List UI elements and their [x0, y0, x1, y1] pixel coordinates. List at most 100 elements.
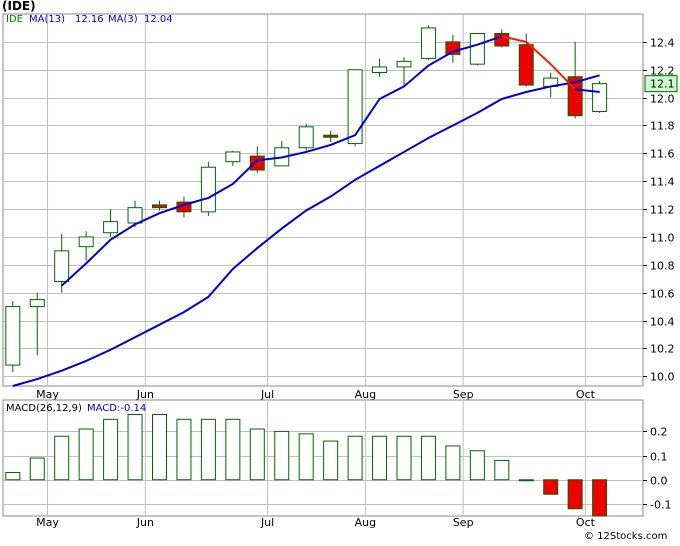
candle-body	[518, 44, 534, 86]
macd-bar	[103, 418, 119, 481]
macd-bar	[54, 435, 70, 481]
candle-body	[54, 250, 70, 283]
price-tick-label: 12.2	[650, 65, 675, 78]
price-candle	[103, 209, 119, 237]
candle-body	[372, 66, 388, 74]
price-candle	[127, 200, 143, 228]
price-candle	[152, 200, 167, 211]
price-tick-label: 11.6	[650, 148, 675, 161]
legend-symbol: IDE	[6, 14, 23, 25]
current-price-label: 12.1	[650, 78, 675, 91]
month-label: Sep	[453, 388, 474, 401]
price-candle	[29, 292, 45, 356]
macd-month-label: Oct	[576, 516, 596, 529]
macd-bar	[543, 479, 559, 495]
price-tick-label: 11.4	[650, 176, 675, 189]
month-label: Aug	[355, 388, 376, 401]
month-label: Oct	[576, 388, 596, 401]
macd-bar	[347, 435, 363, 481]
price-tick-label: 10.2	[650, 343, 675, 356]
macd-month-label: Jun	[136, 516, 154, 529]
macd-bar	[372, 435, 388, 481]
macd-month-label: Jul	[260, 516, 274, 529]
candle-body	[298, 126, 314, 149]
legend-ma13-label: MA(13)	[29, 14, 65, 25]
candle-body	[494, 33, 510, 47]
price-candle	[372, 58, 388, 77]
candle-body	[469, 33, 485, 65]
candle-body	[420, 27, 436, 60]
current-price-box	[644, 75, 678, 93]
candle-body	[200, 166, 216, 213]
price-tick-label: 10.6	[650, 288, 675, 301]
candle-body	[5, 306, 21, 366]
macd-bar	[29, 457, 45, 481]
price-candle	[225, 150, 241, 166]
price-candle	[5, 301, 21, 373]
candle-body	[152, 204, 167, 209]
ma3-line-down-segment	[501, 35, 576, 90]
price-tick-label: 10.8	[650, 260, 675, 273]
macd-bar	[78, 428, 94, 481]
macd-bar	[5, 472, 21, 481]
candle-body	[225, 151, 241, 163]
macd-bar	[323, 440, 339, 481]
price-candle	[396, 57, 412, 87]
month-label: Jun	[136, 388, 154, 401]
macd-month-label: Sep	[453, 516, 474, 529]
macd-legend-label: MACD(26,12,9)	[6, 403, 82, 414]
price-candle	[298, 124, 314, 151]
macd-month-label: May	[36, 516, 59, 529]
price-tick-label: 10.4	[650, 316, 675, 329]
candle-body	[103, 221, 119, 234]
legend-ma13-value: 12.16	[75, 14, 104, 25]
macd-tick-label: 0.1	[650, 451, 668, 464]
macd-tick-label: 0.0	[650, 475, 668, 488]
macd-bar	[469, 450, 485, 481]
macd-bar	[396, 435, 412, 481]
candle-body	[127, 207, 143, 224]
price-tick-label: 12.4	[650, 37, 675, 50]
macd-bar	[200, 418, 216, 481]
price-candle	[200, 161, 216, 217]
price-tick-label: 11.2	[650, 204, 675, 217]
macd-bar	[518, 479, 534, 482]
legend-ma3-label: MA(3)	[108, 14, 138, 25]
macd-bar	[592, 479, 608, 517]
ma3-line-end	[575, 88, 600, 94]
macd-bar	[298, 433, 314, 481]
price-candle	[592, 80, 608, 113]
month-label: Jul	[260, 388, 274, 401]
macd-month-label: Aug	[355, 516, 376, 529]
candle-body	[592, 83, 608, 113]
macd-bar	[494, 459, 510, 481]
macd-bar	[420, 435, 436, 481]
macd-bar	[225, 418, 241, 481]
ma3-line	[61, 35, 503, 287]
candle-body	[29, 299, 45, 308]
macd-tick-label: -0.1	[650, 499, 671, 512]
macd-tick-label: 0.2	[650, 426, 668, 439]
price-candle	[420, 25, 436, 60]
macd-bar	[274, 430, 290, 481]
price-candle	[469, 33, 485, 66]
candle-body	[249, 155, 265, 171]
ma13-line	[12, 74, 600, 387]
candle-body	[323, 134, 339, 138]
macd-bar	[445, 445, 461, 481]
macd-bar	[249, 428, 265, 481]
macd-bar	[567, 479, 583, 510]
price-tick-label: 12.0	[650, 93, 675, 106]
price-candle	[78, 231, 94, 261]
watermark: © 12Stocks.com	[584, 531, 668, 542]
month-label: May	[36, 388, 59, 401]
price-tick-label: 11.8	[650, 120, 675, 133]
price-tick-label: 11.0	[650, 232, 675, 245]
ticker-label: (IDE)	[2, 0, 36, 13]
macd-bar	[127, 414, 143, 481]
candle-body	[396, 60, 412, 68]
price-tick-label: 10.0	[650, 371, 675, 384]
macd-panel-frame	[2, 399, 644, 517]
candle-body	[347, 69, 363, 145]
